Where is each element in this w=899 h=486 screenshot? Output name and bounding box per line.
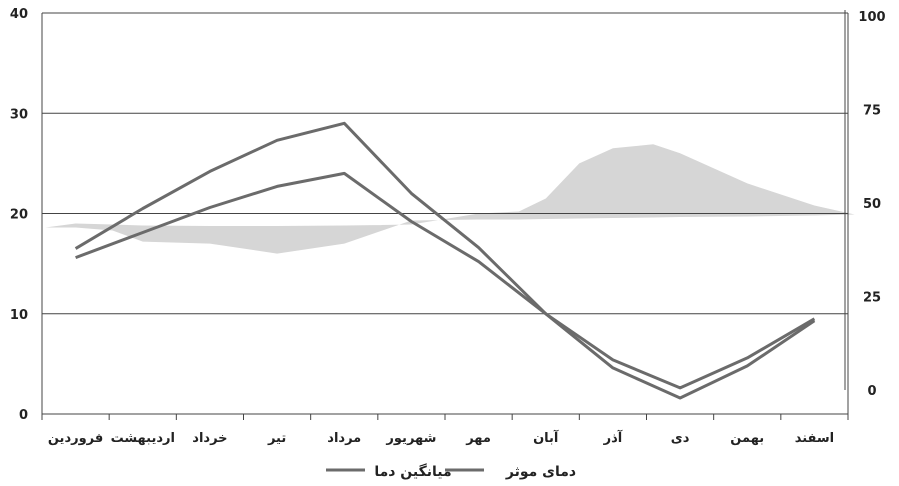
series-line-2 (75, 171, 816, 390)
label-layer: 0 10 20 30 40 0 25 50 75 100 فروردین اردیبهشت خرداد ت… (10, 7, 886, 446)
y2-tick-label: 0 (867, 384, 876, 399)
y-tick-label: 0 (19, 408, 28, 423)
x-tick-label: بهمن (730, 431, 764, 446)
series-line-1 (74, 121, 816, 400)
x-tick-label: مرداد (327, 431, 361, 446)
grid-layer (42, 12, 848, 315)
x-tick-label: فروردین (48, 431, 103, 446)
area-layer (45, 144, 855, 254)
x-tick-label: تیر (267, 431, 286, 446)
y2-tick-label: 75 (863, 104, 881, 119)
x-tick-label: خرداد (192, 431, 227, 446)
y2-tick-label: 100 (858, 10, 885, 25)
x-tick-label: مهر (465, 431, 491, 446)
x-tick-label: دی (671, 431, 690, 446)
axis-layer (41, 10, 849, 420)
y-tick-label: 10 (10, 308, 28, 323)
x-tick-label: شهریور (385, 431, 436, 446)
x-tick-label: آبان (533, 429, 559, 446)
legend-label-2: دمای موثر (505, 464, 576, 480)
y2-tick-label: 50 (863, 197, 881, 212)
y-tick-label: 30 (10, 107, 28, 122)
legend-label-1: میانگین دما (374, 463, 451, 480)
y-tick-label: 40 (10, 7, 28, 22)
x-tick-label: اسفند (795, 431, 834, 446)
shaded-area (45, 144, 855, 254)
x-tick-label: آذر (603, 429, 623, 446)
y-tick-label: 20 (10, 208, 28, 223)
x-tick-label: اردیبهشت (111, 431, 175, 446)
series-layer (74, 121, 816, 400)
legend-layer: میانگین دما دمای موثر (326, 463, 576, 480)
y2-tick-label: 25 (863, 291, 881, 306)
